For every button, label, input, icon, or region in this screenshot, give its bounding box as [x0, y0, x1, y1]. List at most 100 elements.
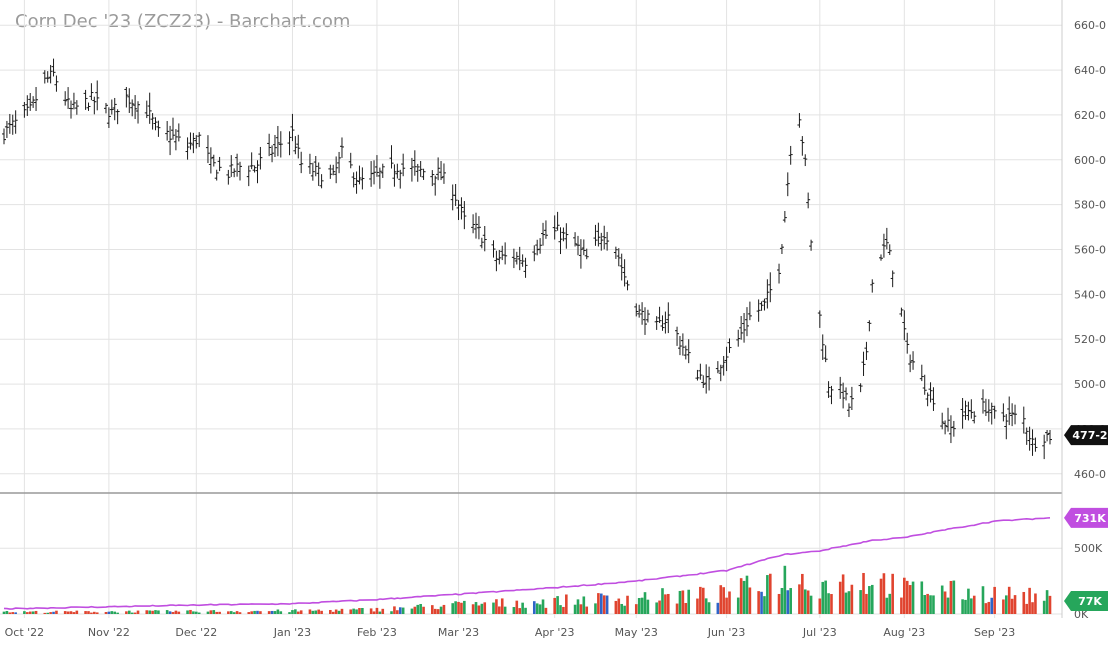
price-bar	[940, 412, 945, 430]
volume-bar	[337, 610, 341, 614]
price-bar	[858, 383, 863, 393]
price-bar	[817, 310, 822, 328]
price-bar	[538, 238, 543, 254]
volume-bar	[104, 612, 108, 614]
volume-bar	[993, 586, 996, 614]
price-bar	[573, 232, 578, 247]
volume-bar	[748, 587, 752, 614]
volume-bar	[174, 610, 178, 614]
volume-bar	[1013, 595, 1017, 614]
volume-bar	[361, 607, 364, 614]
volume-bar	[757, 591, 760, 614]
volume-bar	[900, 597, 903, 614]
price-bar	[310, 162, 315, 181]
price-bar	[412, 150, 417, 176]
volume-bar	[294, 609, 297, 614]
price-bar	[520, 254, 525, 267]
volume-bar	[719, 585, 723, 614]
month-tick-label: Feb '23	[357, 626, 397, 639]
month-tick-label: Mar '23	[438, 626, 479, 639]
price-bar	[25, 95, 30, 116]
volume-bar	[340, 608, 344, 614]
volume-bar	[381, 608, 385, 614]
price-bar	[124, 86, 129, 108]
open-interest-badge: 731K	[1064, 507, 1108, 528]
volume-bar	[585, 606, 589, 614]
month-tick-label: May '23	[615, 626, 658, 639]
volume-bar	[151, 610, 154, 614]
price-bar	[946, 407, 951, 432]
price-bar	[1045, 429, 1050, 442]
volume-bar	[454, 601, 457, 614]
volume-bar	[617, 598, 621, 614]
volume-bar	[279, 611, 283, 614]
price-bar	[645, 309, 650, 323]
volume-bar	[84, 611, 87, 614]
price-bar	[768, 272, 773, 303]
volume-bar	[90, 612, 93, 614]
price-bar	[543, 220, 548, 239]
volume-bar	[2, 611, 6, 614]
price-bar	[779, 244, 784, 255]
volume-bar	[888, 593, 892, 614]
volume-bar	[681, 590, 685, 614]
volume-bar	[891, 573, 894, 614]
price-bar	[596, 222, 601, 247]
volume-bar	[192, 611, 195, 614]
volume-bar	[658, 600, 661, 614]
price-bar	[558, 227, 563, 255]
month-tick-label: Apr '23	[535, 626, 575, 639]
volume-bar	[296, 611, 300, 614]
volume-bar	[189, 609, 192, 614]
price-bar	[742, 313, 747, 343]
volume-bar	[661, 588, 664, 614]
price-bar	[599, 232, 604, 251]
open-interest-line	[3, 517, 1051, 610]
price-bar	[989, 402, 994, 425]
price-bar	[208, 147, 213, 174]
value-badges: 477-2 731K 77K	[1064, 425, 1108, 611]
price-bar	[439, 161, 444, 181]
price-bar	[185, 137, 190, 160]
volume-tick-label: 500K	[1074, 542, 1103, 555]
volume-bar	[597, 593, 600, 614]
volume-bar	[518, 608, 522, 614]
price-bar	[217, 156, 222, 172]
price-bar	[736, 329, 741, 347]
volume-bar	[745, 575, 749, 614]
price-bar	[133, 95, 138, 120]
price-bar	[86, 102, 91, 111]
volume-bar	[885, 597, 889, 614]
price-bar	[613, 246, 618, 259]
volume-bar	[148, 610, 151, 614]
price-bar	[354, 171, 359, 194]
price-bar	[63, 91, 68, 106]
price-bar	[194, 135, 199, 149]
volume-bar	[145, 610, 149, 614]
price-bar	[844, 387, 849, 401]
price-bar	[701, 375, 706, 388]
volume-bar	[809, 595, 813, 614]
volume-bar	[72, 612, 76, 614]
price-bar	[1004, 414, 1009, 440]
price-bar	[756, 299, 761, 322]
volume-bar	[512, 607, 516, 614]
volume-bar	[646, 599, 650, 614]
price-bar	[1021, 406, 1026, 434]
volume-tick-label: 0K	[1074, 608, 1089, 621]
month-tick-label: Jun '23	[707, 626, 746, 639]
price-bar	[380, 163, 385, 178]
price-bar	[1001, 403, 1006, 422]
price-bar	[170, 117, 175, 140]
price-bar	[147, 92, 152, 124]
price-bar	[744, 307, 749, 337]
month-tick-label: Sep '23	[974, 626, 1015, 639]
volume-bar	[130, 612, 134, 614]
volume-bar	[1045, 590, 1049, 614]
volume-bar	[722, 587, 725, 614]
price-bar	[593, 224, 598, 246]
month-tick-label: Dec '22	[175, 626, 217, 639]
volume-bar	[943, 591, 947, 614]
volume-bar	[940, 585, 944, 614]
